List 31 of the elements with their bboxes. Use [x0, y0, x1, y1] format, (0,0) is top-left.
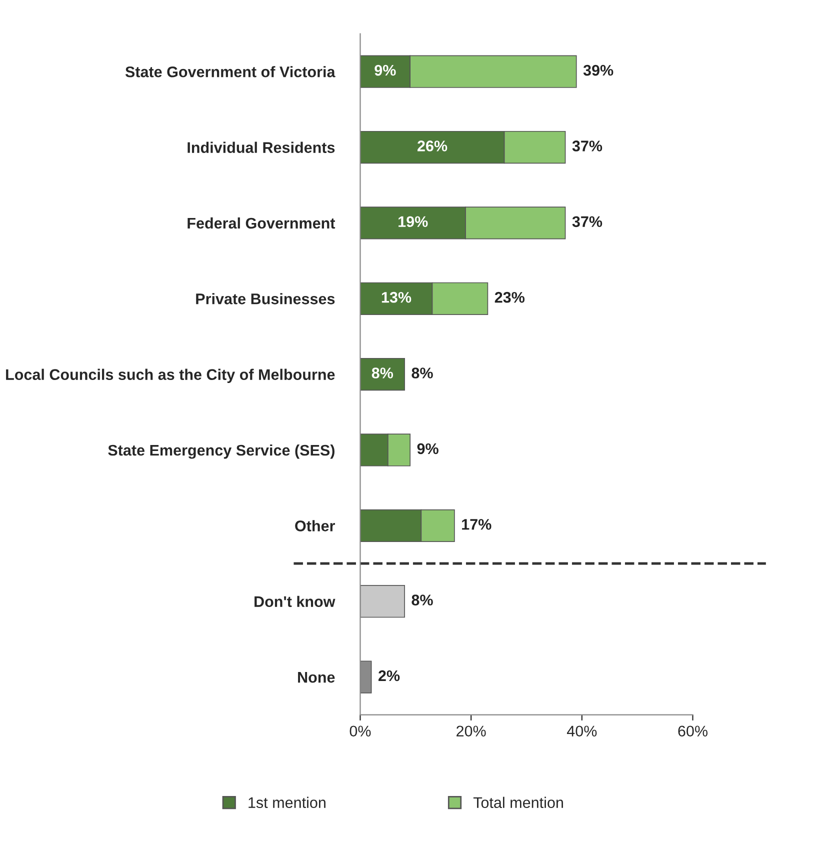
total-label: 8%: [412, 594, 433, 606]
y-tick-label: Don't know: [254, 596, 336, 608]
y-tick-label: Federal Government: [188, 217, 336, 229]
x-tick-label: 20%: [456, 726, 486, 737]
total-label: 17%: [462, 518, 492, 530]
data-label: 19%: [398, 216, 428, 228]
y-tick-label: State Government of Victoria: [125, 66, 336, 78]
legend-label: 1st mention: [248, 796, 326, 808]
y-tick-label: Individual Residents: [188, 142, 335, 153]
total-label: 37%: [572, 216, 602, 228]
data-label: 8%: [372, 368, 394, 378]
y-tick-label: Other: [295, 520, 335, 532]
total-label: 2%: [378, 670, 400, 682]
x-tick-label: 0%: [350, 726, 371, 737]
data-label: 9%: [374, 64, 396, 76]
total-label: 37%: [572, 140, 602, 152]
total-label: 9%: [417, 443, 438, 454]
x-tick-label: 60%: [678, 726, 708, 737]
legend-label: Total mention: [473, 796, 563, 808]
total-label: 23%: [494, 292, 525, 303]
total-label: 39%: [583, 64, 614, 76]
data-label: 26%: [418, 140, 448, 152]
x-tick-label: 40%: [566, 726, 597, 737]
y-tick-label: State Emergency Service (SES): [108, 444, 334, 459]
bar: [360, 358, 405, 391]
total-label: 8%: [412, 368, 433, 378]
y-tick-label: Private Businesses: [196, 293, 335, 304]
y-tick-label: Local Councils such as the City of Melbourne: [6, 368, 335, 384]
bar: [360, 585, 405, 618]
data-label: 13%: [382, 292, 412, 303]
y-tick-label: None: [298, 672, 335, 683]
